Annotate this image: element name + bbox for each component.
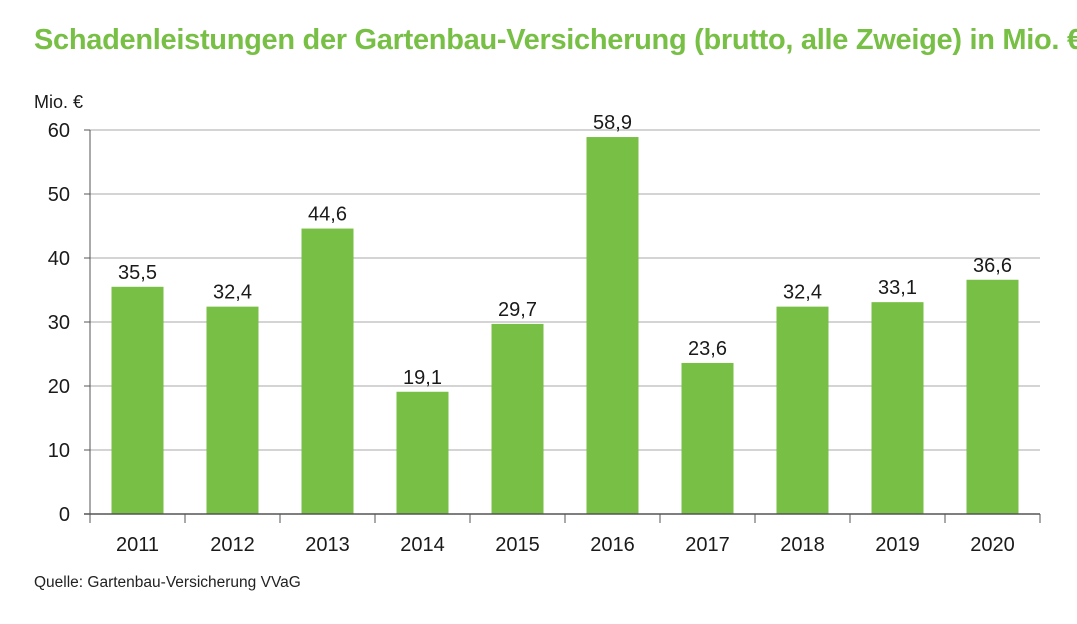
y-tick-label-60: 60 <box>48 120 70 142</box>
x-tick-label-2019: 2019 <box>875 534 920 556</box>
x-tick-label-2017: 2017 <box>685 534 730 556</box>
bar-2012 <box>206 306 259 514</box>
data-label-2014: 19,1 <box>403 367 442 389</box>
chart-title: Schadenleistungen der Gartenbau-Versiche… <box>34 24 1077 56</box>
y-axis-unit-label: Mio. € <box>34 92 83 112</box>
data-label-2015: 29,7 <box>498 299 537 321</box>
source-note: Quelle: Gartenbau-Versicherung VVaG <box>34 574 301 591</box>
x-axis <box>84 513 1041 523</box>
y-tick-label-40: 40 <box>48 248 70 270</box>
bar-2017 <box>681 362 734 514</box>
bar-2011 <box>111 286 164 514</box>
x-tick-label-2013: 2013 <box>305 534 350 556</box>
y-tick-label-10: 10 <box>48 440 70 462</box>
x-tick-label-2012: 2012 <box>210 534 255 556</box>
data-label-2020: 36,6 <box>973 255 1012 277</box>
data-label-2016: 58,9 <box>593 112 632 134</box>
data-label-2019: 33,1 <box>878 277 917 299</box>
bar-2014 <box>396 391 449 514</box>
x-tick-label-2015: 2015 <box>495 534 540 556</box>
bar-2020 <box>966 279 1019 514</box>
x-tick-label-2018: 2018 <box>780 534 825 556</box>
data-label-2013: 44,6 <box>308 204 347 226</box>
bar-2018 <box>776 306 829 514</box>
data-labels: 35,5 32,4 44,6 19,1 29,7 58,9 23,6 32,4 33,1 36,6 <box>118 112 1012 389</box>
y-axis-ticks: 0 10 20 30 40 50 60 <box>48 120 91 526</box>
data-label-2017: 23,6 <box>688 338 727 360</box>
y-tick-label-20: 20 <box>48 376 70 398</box>
bar-2019 <box>871 302 924 514</box>
y-tick-label-0: 0 <box>59 504 70 526</box>
x-tick-label-2016: 2016 <box>590 534 635 556</box>
x-tick-label-2014: 2014 <box>400 534 445 556</box>
data-label-2018: 32,4 <box>783 282 822 304</box>
bars <box>111 137 1019 515</box>
bar-2016 <box>586 137 639 515</box>
bar-2013 <box>301 228 354 514</box>
y-tick-label-30: 30 <box>48 312 70 334</box>
data-label-2011: 35,5 <box>118 262 157 284</box>
y-tick-label-50: 50 <box>48 184 70 206</box>
bar-2015 <box>491 323 544 514</box>
x-tick-label-2011: 2011 <box>116 534 159 556</box>
x-tick-label-2020: 2020 <box>970 534 1015 556</box>
data-label-2012: 32,4 <box>213 282 252 304</box>
x-axis-category-labels: 2011 2012 2013 2014 2015 2016 2017 2018 2019 2020 <box>116 534 1015 556</box>
